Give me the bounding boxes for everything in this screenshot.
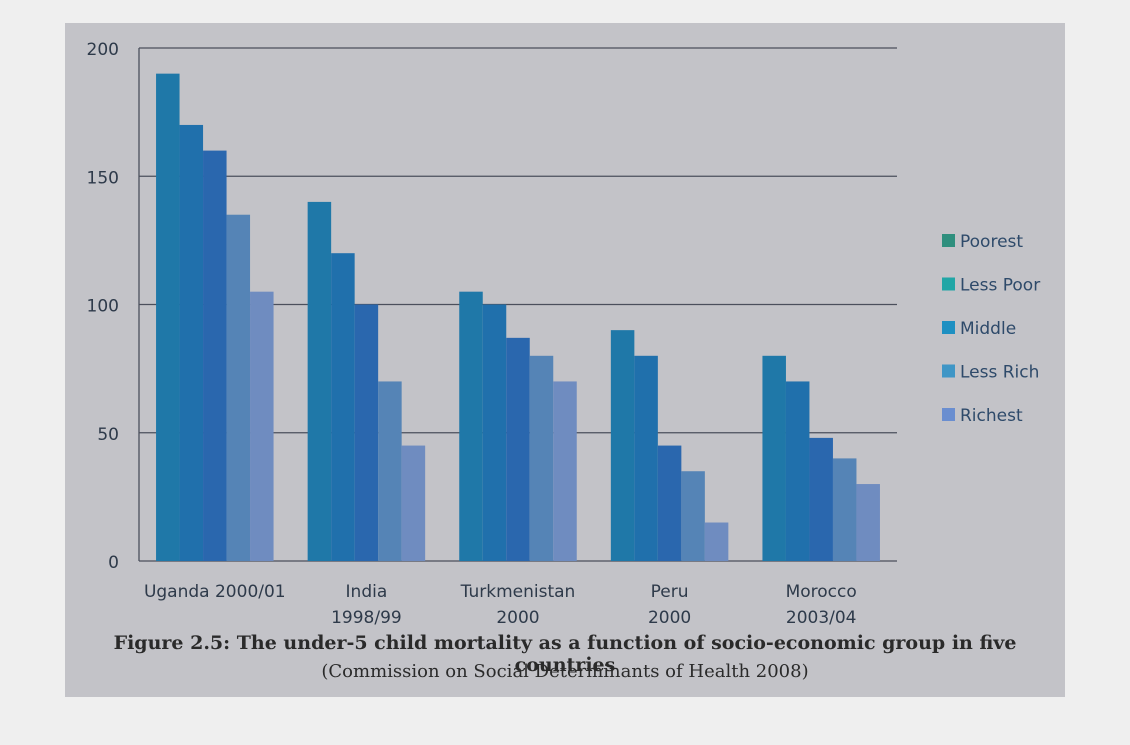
bar-richest: [553, 381, 577, 561]
legend-swatch: [942, 364, 955, 378]
y-tick-label: 50: [97, 425, 119, 445]
bar-less-rich: [529, 355, 554, 561]
bar-middle: [506, 337, 530, 561]
y-tick-label: 200: [87, 40, 119, 60]
legend-label: Middle: [960, 319, 1016, 339]
category-label: Peru: [651, 582, 689, 602]
bar-less-rich: [832, 458, 857, 561]
category-label: India: [346, 582, 388, 602]
legend-swatch: [942, 408, 955, 421]
bar-richest: [401, 445, 426, 561]
mortality-bar-chart: 0 50 100 150 200 Uganda 2000/01 India 1998/99 Tu…: [87, 40, 1041, 628]
bar-middle: [657, 445, 682, 561]
category-label: 2000: [496, 608, 539, 628]
legend-swatch: [942, 277, 955, 291]
bar-richest: [250, 291, 274, 561]
bar-less-poor: [331, 253, 355, 561]
legend-label: Less Poor: [960, 276, 1040, 296]
bar-poorest: [156, 73, 180, 562]
legend-swatch: [942, 321, 955, 334]
bar-richest: [856, 484, 880, 561]
category-label: 1998/99: [331, 608, 402, 628]
legend-label: Richest: [960, 406, 1023, 426]
y-tick-label: 0: [108, 553, 119, 573]
bar-middle: [809, 437, 833, 561]
bar-poorest: [307, 201, 332, 561]
y-tick-label: 100: [87, 297, 119, 317]
bar-less-poor: [634, 355, 658, 561]
figure-source: (Commission on Social Determinants of He…: [321, 661, 809, 682]
y-tick-label: 150: [87, 168, 119, 188]
bar-richest: [704, 522, 729, 561]
bar-less-rich: [226, 214, 251, 561]
category-label: Uganda 2000/01: [144, 582, 286, 602]
category-label: 2000: [648, 608, 691, 628]
category-label: Turkmenistan: [460, 582, 576, 602]
figure: 0 50 100 150 200 Uganda 2000/01 India 1998/99 Tu…: [65, 23, 1065, 697]
bar-poorest: [459, 291, 483, 561]
bar-less-rich: [378, 381, 402, 561]
legend-label: Poorest: [960, 232, 1023, 252]
category-label: 2003/04: [786, 608, 857, 628]
figure-caption: Figure 2.5: The under-5 child mortality …: [113, 632, 1017, 676]
legend-label: Less Rich: [960, 363, 1039, 383]
bar-poorest: [762, 355, 786, 561]
bar-less-poor: [482, 304, 507, 561]
bar-poorest: [610, 330, 635, 561]
bar-less-rich: [681, 471, 705, 561]
legend-swatch: [942, 234, 955, 247]
bar-middle: [354, 304, 379, 561]
bar-less-poor: [785, 381, 810, 561]
bar-middle: [203, 150, 227, 561]
bar-less-poor: [179, 124, 204, 561]
category-label: Morocco: [786, 582, 857, 602]
